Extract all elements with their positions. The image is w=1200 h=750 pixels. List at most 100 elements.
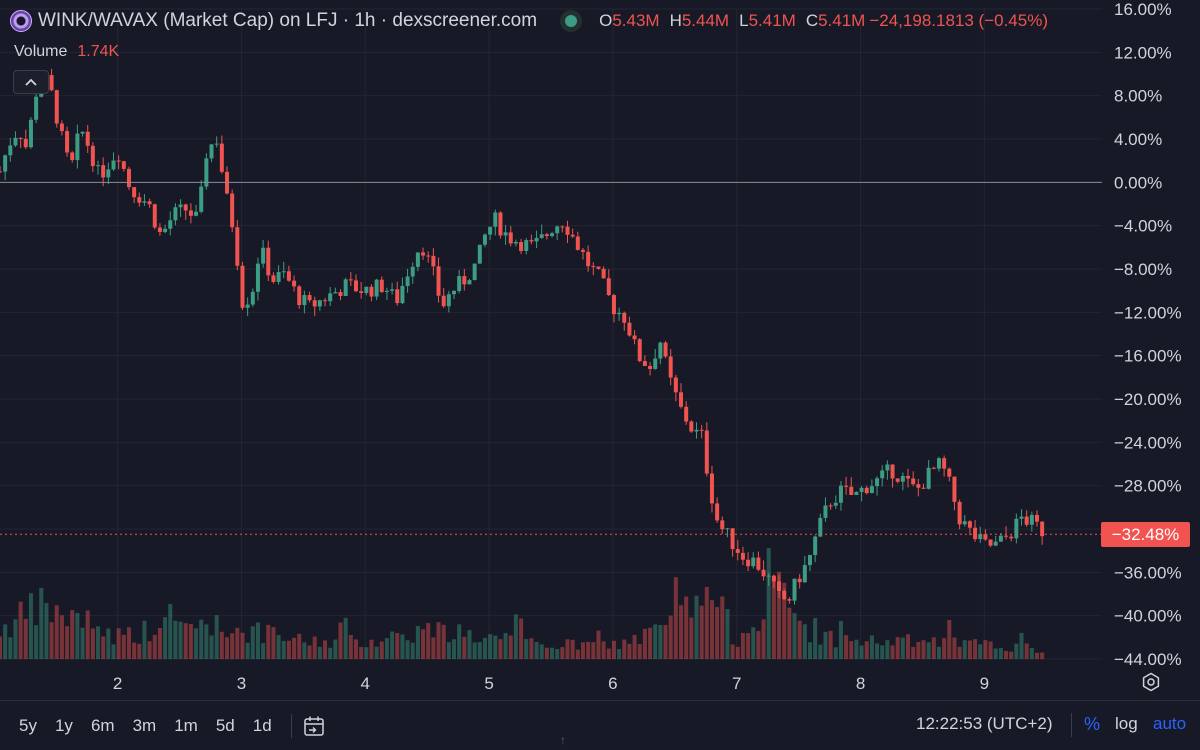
volume-bar [627, 643, 632, 659]
x-tick-label: 9 [980, 674, 989, 693]
percent-scale-toggle[interactable]: % [1084, 714, 1101, 734]
volume-bar [111, 644, 116, 659]
volume-bar [90, 628, 95, 659]
candle-body [586, 251, 591, 267]
candle-body [973, 527, 978, 540]
volume-bar [735, 646, 740, 659]
candle-body [565, 226, 570, 235]
candle-body [869, 486, 874, 494]
volume-bar [539, 644, 544, 659]
x-tick-label: 5 [484, 674, 493, 693]
volume-bars [0, 548, 1045, 659]
candle-body [1040, 521, 1045, 537]
market-status-dot[interactable] [565, 15, 578, 27]
ohlc-open: 5.43M [612, 11, 660, 30]
candle-body [34, 96, 39, 120]
volume-bar [75, 613, 80, 659]
volume-bar [617, 649, 622, 659]
volume-bar [756, 631, 761, 659]
pair-title[interactable]: WINK/WAVAX (Market Cap) on LFJ · 1h · de… [38, 10, 538, 31]
token-logo[interactable] [10, 10, 32, 32]
range-5y[interactable]: 5y [19, 715, 37, 735]
candle-body [281, 271, 286, 273]
volume-bar [204, 624, 209, 659]
range-6m[interactable]: 6m [90, 715, 115, 735]
volume-bar [400, 634, 405, 659]
volume-bar [668, 615, 673, 659]
volume-bar [39, 587, 44, 659]
candle-body [508, 232, 513, 244]
volume-bar [957, 646, 962, 659]
timezone-clock[interactable]: 12:22:53 (UTC+2) [916, 714, 1053, 733]
volume-bar [194, 628, 199, 659]
calendar-goto-icon[interactable] [302, 715, 326, 737]
volume-bar [80, 627, 85, 659]
range-1m[interactable]: 1m [174, 715, 198, 735]
range-1y[interactable]: 1y [54, 715, 73, 735]
volume-bar [49, 622, 54, 659]
candle-body [1019, 516, 1024, 519]
candle-body [255, 263, 260, 292]
candle-body [142, 201, 147, 203]
volume-bar [787, 607, 792, 659]
candle-body [369, 286, 374, 297]
volume-bar [462, 636, 467, 659]
candle-body [684, 406, 689, 422]
y-tick-label: 8.00% [1114, 87, 1162, 106]
candle-body [529, 240, 534, 242]
volume-bar [199, 619, 204, 659]
auto-scale-toggle[interactable]: auto [1153, 714, 1187, 733]
candle-body [534, 237, 539, 242]
volume-bar [797, 620, 802, 659]
ohlc-high: 5.44M [681, 11, 730, 30]
volume-bar [596, 630, 601, 659]
volume-bar [782, 582, 787, 659]
candle-body [446, 294, 451, 307]
candle-body [1009, 536, 1014, 539]
volume-bar [911, 646, 916, 659]
volume-bar [818, 644, 823, 659]
x-tick-label: 2 [113, 674, 122, 693]
volume-bar [245, 642, 250, 659]
volume-bar [875, 643, 880, 659]
chart-area[interactable]: 16.00% 12.00% 8.00% 4.00% 0.00% −4.00% −8.00% −… [0, 0, 1200, 700]
candle-body [364, 286, 369, 293]
volume-bar [983, 640, 988, 659]
toolbar-divider-right [1071, 713, 1072, 737]
candle-body [472, 263, 477, 281]
candle-body [895, 478, 900, 482]
pane-resize-handle[interactable]: ↑ [560, 733, 566, 747]
volume-bar [1029, 647, 1034, 659]
volume-bar [890, 645, 895, 659]
candle-body [601, 268, 606, 279]
candle-body [13, 137, 18, 146]
volume-bar [348, 634, 353, 659]
volume-bar [704, 586, 709, 659]
volume-bar [906, 634, 911, 659]
candle-body [771, 575, 776, 582]
y-axis[interactable]: 16.00% 12.00% 8.00% 4.00% 0.00% −4.00% −8.00% −… [1114, 0, 1182, 669]
volume-bar [235, 627, 240, 659]
range-5d[interactable]: 5d [215, 715, 235, 735]
candle-body [395, 289, 400, 304]
range-3m[interactable]: 3m [132, 715, 157, 735]
candle-body [297, 286, 302, 306]
candle-body [106, 169, 111, 178]
candle-body [746, 559, 751, 567]
legend-collapse-button[interactable] [13, 70, 49, 94]
x-axis[interactable]: 2 3 4 5 6 7 8 9 [113, 674, 989, 693]
volume-bar [240, 632, 245, 659]
gear-icon[interactable] [1141, 672, 1161, 692]
candle-body [611, 295, 616, 315]
log-scale-toggle[interactable]: log [1115, 714, 1138, 733]
volume-bar [410, 642, 415, 659]
volume-bar [1034, 652, 1039, 659]
candle-body [49, 75, 54, 91]
candle-body [880, 470, 885, 479]
volume-bar [684, 596, 689, 659]
range-1d[interactable]: 1d [252, 715, 272, 735]
candle-body [524, 240, 529, 252]
volume-bar [250, 626, 255, 659]
volume-bar [529, 638, 534, 659]
candle-body [137, 197, 142, 203]
